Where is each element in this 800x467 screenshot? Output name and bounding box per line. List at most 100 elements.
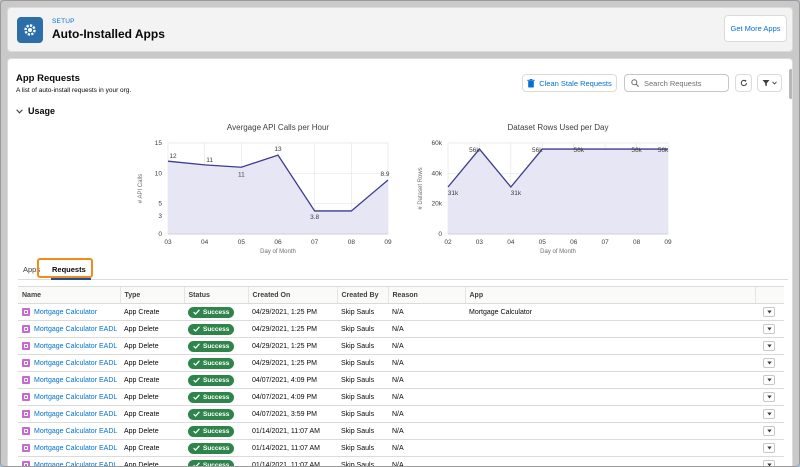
active-tab-indicator [51,278,91,280]
chevron-down-icon [16,108,23,114]
app-cell [465,337,755,355]
status-label: Success [203,427,230,435]
row-actions-button[interactable] [763,409,775,419]
type-cell: App Delete [120,354,184,372]
request-name-link[interactable]: Mortgage Calculator EADL [34,410,118,418]
y-tick-label: 15 [155,140,163,147]
request-name-link[interactable]: Mortgage Calculator EADL [34,376,118,384]
clean-stale-requests-button[interactable]: Clean Stale Requests [522,74,617,92]
x-tick-label: 07 [602,239,610,246]
tab-bar: Apps Requests [18,262,788,280]
app-cell [465,354,755,372]
app-cell [465,371,755,389]
checkmark-icon [193,343,200,349]
x-tick-label: 09 [384,239,392,246]
filter-button[interactable] [757,74,782,92]
actions-cell [755,422,784,440]
row-actions-button[interactable] [763,341,775,351]
column-header-created-by[interactable]: Created By [336,286,388,304]
row-actions-button[interactable] [763,460,775,466]
series-line [167,154,389,212]
checkmark-icon [193,411,200,417]
name-cell: Mortgage Calculator EADL [18,371,120,389]
series-area [448,149,668,234]
status-badge: Success [188,306,235,318]
y-tick-label: 60k [432,140,443,147]
actions-cell [755,388,784,406]
row-actions-button[interactable] [763,375,775,385]
column-header-name[interactable]: Name [18,286,120,304]
status-label: Success [203,342,230,350]
created-on-cell: 01/14/2021, 11:07 AM [248,456,337,466]
tab-requests[interactable]: Requests [52,265,86,274]
scrollbar[interactable] [789,69,792,99]
type-cell: App Delete [120,337,184,355]
created-by-cell: Skip Sauls [337,371,388,389]
request-name-link[interactable]: Mortgage Calculator EADL [34,444,118,452]
name-cell: Mortgage Calculator EADL [18,388,120,406]
column-header-type[interactable]: Type [119,286,184,304]
status-badge: Success [188,391,235,403]
table-row: Mortgage Calculator EADL App Delete Succes… [18,320,784,338]
request-name-link[interactable]: Mortgage Calculator EADL [34,393,118,401]
refresh-button[interactable] [735,74,752,92]
search-input[interactable] [644,78,724,88]
type-cell: App Create [120,405,184,423]
data-label: 3.8 [310,214,319,221]
row-actions-button[interactable] [763,324,775,334]
app-cell [465,439,755,457]
chevron-down-icon [766,463,772,466]
name-cell: Mortgage Calculator EADL [18,320,120,338]
chevron-down-icon [766,344,772,348]
data-label: 56k [532,147,543,154]
setup-gear-icon [17,17,43,43]
actions-cell [755,456,784,466]
chevron-down-icon [766,429,772,433]
y-axis-label: # API Calls [138,174,144,203]
chevron-down-icon [772,81,777,85]
type-cell: App Create [120,439,184,457]
column-header-status[interactable]: Status [183,286,248,304]
data-label: 31k [448,190,459,197]
request-name-link[interactable]: Mortgage Calculator EADL [34,325,118,333]
tab-apps[interactable]: Apps [23,265,41,274]
created-on-cell: 04/07/2021, 4:09 PM [248,371,337,389]
created-on-cell: 04/29/2021, 1:25 PM [248,337,337,355]
checkmark-icon [193,377,200,383]
chevron-down-icon [766,310,772,314]
get-more-apps-button[interactable]: Get More Apps [724,15,787,42]
app-record-icon [22,359,30,367]
data-label: 13 [274,146,282,153]
status-badge: Success [188,442,235,454]
request-name-link[interactable]: Mortgage Calculator EADL [34,342,118,350]
request-name-link[interactable]: Mortgage Calculator EADL [34,461,118,467]
status-label: Success [203,359,230,367]
app-record-icon [22,461,30,466]
requests-tab-highlight [37,258,93,278]
status-badge: Success [188,408,235,420]
column-header-created-on[interactable]: Created On [247,286,337,304]
series-line [447,148,668,189]
app-cell: Mortgage Calculator [465,303,755,321]
request-name-link[interactable]: Mortgage Calculator [34,308,98,316]
created-by-cell: Skip Sauls [337,456,388,466]
data-label: 56k [469,147,480,154]
status-cell: Success [184,354,248,372]
status-label: Success [203,308,230,316]
created-on-cell: 04/07/2021, 4:09 PM [248,388,337,406]
y-tick-label: 3 [158,213,162,220]
row-actions-button[interactable] [763,358,775,368]
reason-cell: N/A [388,320,465,338]
row-actions-button[interactable] [763,426,775,436]
usage-toggle[interactable]: Usage [16,106,55,116]
row-actions-button[interactable] [763,443,775,453]
row-actions-button[interactable] [763,392,775,402]
y-tick-label: 0 [438,231,442,238]
request-name-link[interactable]: Mortgage Calculator EADL [34,427,118,435]
column-header-app[interactable]: App [464,286,755,304]
request-name-link[interactable]: Mortgage Calculator EADL [34,359,118,367]
actions-cell [755,439,784,457]
column-header-reason[interactable]: Reason [387,286,465,304]
search-box[interactable] [624,74,729,92]
row-actions-button[interactable] [763,307,775,317]
